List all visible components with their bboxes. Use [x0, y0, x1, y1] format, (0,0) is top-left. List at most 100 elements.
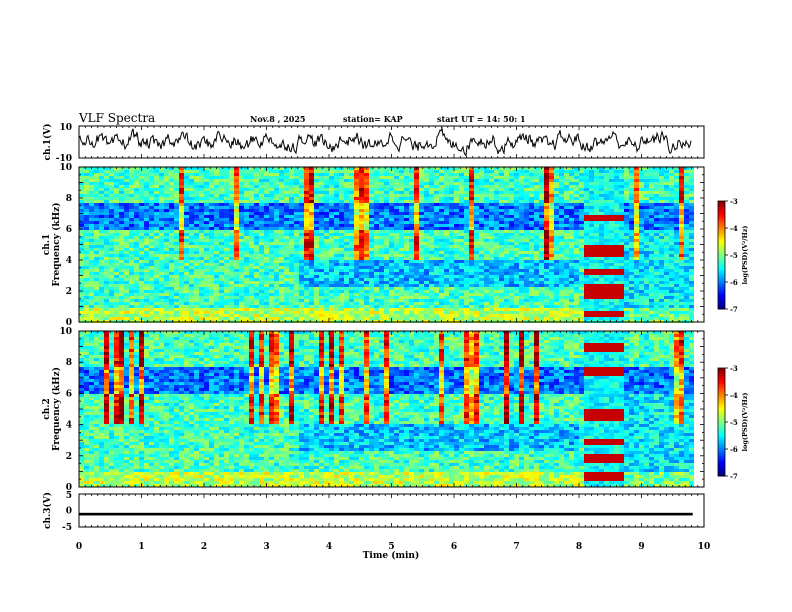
ch1-spectrogram-cell	[574, 254, 579, 257]
ch1-spectrogram-cell	[594, 206, 599, 209]
ch1-spectrogram-cell	[464, 239, 469, 242]
ch1-spectrogram-cell	[344, 227, 349, 230]
ch1-spectrogram-cell	[684, 242, 689, 245]
ch1-spectrogram-cell	[114, 200, 119, 203]
ch1-spectrogram-cell	[444, 233, 449, 236]
ch1-spectrogram-cell	[679, 194, 684, 197]
ch1-spectrogram-cell	[629, 185, 634, 188]
ch1-spectrogram-cell	[529, 257, 534, 260]
ch1-spectrogram-cell	[119, 212, 124, 215]
ch1-spectrogram-cell	[479, 281, 484, 284]
ch1-spectrogram-cell	[269, 221, 274, 224]
ch1-spectrogram-cell	[349, 218, 354, 221]
ch1-spectrogram-cell	[79, 284, 84, 287]
ch1-spectrogram-cell	[504, 215, 509, 218]
ch1-spectrogram-cell	[244, 209, 249, 212]
ch1-spectrogram-cell	[549, 260, 554, 263]
ch1-spectrogram-cell	[199, 287, 204, 290]
ch1-spectrogram-cell	[254, 248, 259, 251]
ch1-spectrogram-cell	[234, 194, 239, 197]
ch1-spectrogram-cell	[129, 239, 134, 242]
ch1-spectrogram-cell	[519, 257, 524, 260]
ch1-spectrogram-cell	[314, 185, 319, 188]
ch1-spectrogram-cell	[209, 167, 214, 170]
ch1-spectrogram-cell	[219, 224, 224, 227]
ch1-spectrogram-cell	[569, 212, 574, 215]
ch1-spectrogram-cell	[314, 284, 319, 287]
ch1-spectrogram-cell	[469, 209, 474, 212]
ch1-spectrogram-cell	[459, 284, 464, 287]
ch1-spectrogram-cell	[79, 281, 84, 284]
ch1-spectrogram-cell	[234, 176, 239, 179]
ch1-spectrogram-cell	[324, 179, 329, 182]
ch1-spectrogram-cell	[319, 221, 324, 224]
ch1-spectrogram-cell	[614, 194, 619, 197]
ch1-spectrogram-cell	[489, 269, 494, 272]
ch1-spectrogram-cell	[249, 230, 254, 233]
ch1-spectrogram-cell	[474, 179, 479, 182]
ch1-spectrogram-cell	[314, 203, 319, 206]
ch1-spectrogram-cell	[369, 221, 374, 224]
ch1-spectrogram-cell	[574, 200, 579, 203]
ch1-spectrogram-cell	[174, 284, 179, 287]
ch1-spectrogram-cell	[364, 233, 369, 236]
ch1-spectrogram-cell	[499, 236, 504, 239]
ch1-spectrogram-cell	[604, 200, 609, 203]
ch1-spectrogram-cell	[104, 248, 109, 251]
ch1-spectrogram-cell	[314, 179, 319, 182]
ch1-spectrogram-cell	[104, 176, 109, 179]
ch1-spectrogram-cell	[419, 224, 424, 227]
ch1-spectrogram-cell	[249, 224, 254, 227]
ch1-spectrogram-cell	[399, 188, 404, 191]
ch1-spectrogram-cell	[404, 236, 409, 239]
ch1-spectrogram-cell	[354, 287, 359, 290]
ch1-spectrogram-cell	[364, 266, 369, 269]
ch1-spectrogram-cell	[359, 278, 364, 281]
ch1-spectrogram-cell	[244, 218, 249, 221]
start-time-label: start UT = 14: 50: 1	[437, 114, 526, 124]
ch1-spectrogram-cell	[414, 179, 419, 182]
ch1-spectrogram-cell	[624, 218, 629, 221]
ch1-spectrogram-cell	[449, 188, 454, 191]
ch1-spectrogram-cell	[374, 242, 379, 245]
ch1-spectrogram-cell	[594, 248, 599, 251]
ch1-spectrogram-cell	[334, 269, 339, 272]
ch1-spectrogram-cell	[149, 224, 154, 227]
ch1-spectrogram-cell	[334, 188, 339, 191]
ch1-spectrogram-cell	[89, 254, 94, 257]
ch1-spectrogram-cell	[594, 254, 599, 257]
ch1-spectrogram-cell	[684, 224, 689, 227]
ch1-spectrogram-cell	[554, 185, 559, 188]
ch1-spectrogram-cell	[114, 242, 119, 245]
ch1-spectrogram-cell	[469, 197, 474, 200]
ch1-spectrogram-cell	[104, 260, 109, 263]
ch1-spectrogram-cell	[239, 209, 244, 212]
ch1-spectrogram-cell	[409, 206, 414, 209]
ch1-spectrogram-cell	[599, 284, 604, 287]
ch1-spectrogram-cell	[149, 284, 154, 287]
ch1-spectrogram-cell	[289, 176, 294, 179]
ch1-spectrogram-cell	[684, 281, 689, 284]
ch1-spectrogram-cell	[139, 269, 144, 272]
ch1-spectrogram-cell	[134, 272, 139, 275]
ch1-spectrogram-cell	[679, 260, 684, 263]
ch1-spectrogram-cell	[549, 167, 554, 170]
ch1-spectrogram-cell	[89, 203, 94, 206]
ch1-spectrogram-cell	[214, 215, 219, 218]
ch1-spectrogram-cell	[634, 260, 639, 263]
ch1-spectrogram-cell	[324, 224, 329, 227]
ch1-spectrogram-cell	[279, 188, 284, 191]
ch1-spectrogram-cell	[239, 278, 244, 281]
ch1-spectrogram-cell	[474, 182, 479, 185]
ch1-spectrogram-cell	[579, 233, 584, 236]
ch1-spectrogram-cell	[209, 176, 214, 179]
ch1-spectrogram-cell	[629, 188, 634, 191]
ch1-spectrogram-cell	[259, 167, 264, 170]
ch1-spectrogram-cell	[404, 176, 409, 179]
ch1-spectrogram-cell	[259, 263, 264, 266]
ch1-spectrogram-cell	[384, 263, 389, 266]
ch1-spectrogram-cell	[134, 227, 139, 230]
ch1-spectrogram-cell	[179, 260, 184, 263]
ch1-spectrogram-cell	[429, 227, 434, 230]
ch1-spectrogram-cell	[574, 260, 579, 263]
